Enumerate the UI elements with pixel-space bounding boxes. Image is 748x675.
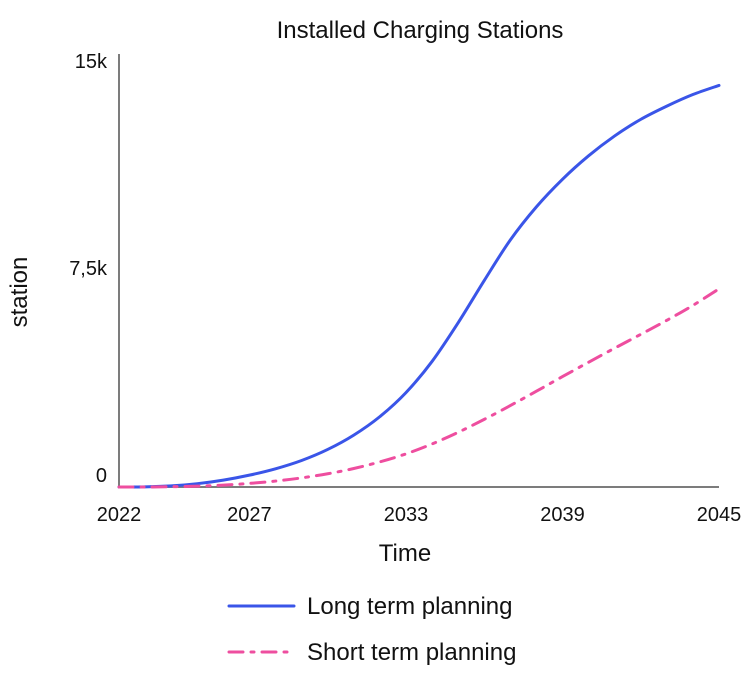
y-tick-label-3: 15k — [75, 51, 108, 73]
x-tick-label-2: 2027 — [227, 504, 272, 526]
x-tick-labels: 2022 2027 2033 2039 2045 — [97, 504, 742, 526]
legend: Long term planning Short term planning — [227, 593, 516, 666]
series-line-1 — [117, 83, 721, 489]
x-tick-label-4: 2039 — [540, 504, 585, 526]
chart-title: Installed Charging Stations — [277, 17, 564, 44]
series-line-2 — [117, 287, 721, 489]
y-axis-label: station — [6, 257, 33, 328]
x-axis-label: Time — [379, 540, 431, 567]
y-tick-label-1: 0 — [96, 465, 107, 487]
x-tick-label-5: 2045 — [697, 504, 742, 526]
legend-item-1: Long term planning — [227, 593, 512, 620]
x-tick-label-1: 2022 — [97, 504, 142, 526]
legend-label-2: Short term planning — [307, 639, 516, 666]
legend-item-2: Short term planning — [227, 639, 516, 666]
legend-label-1: Long term planning — [307, 593, 512, 620]
series-layer — [117, 83, 721, 489]
y-tick-label-2: 7,5k — [69, 258, 108, 280]
x-tick-label-3: 2033 — [384, 504, 429, 526]
plot-area — [117, 54, 721, 489]
y-tick-labels: 0 7,5k 15k — [69, 51, 108, 487]
